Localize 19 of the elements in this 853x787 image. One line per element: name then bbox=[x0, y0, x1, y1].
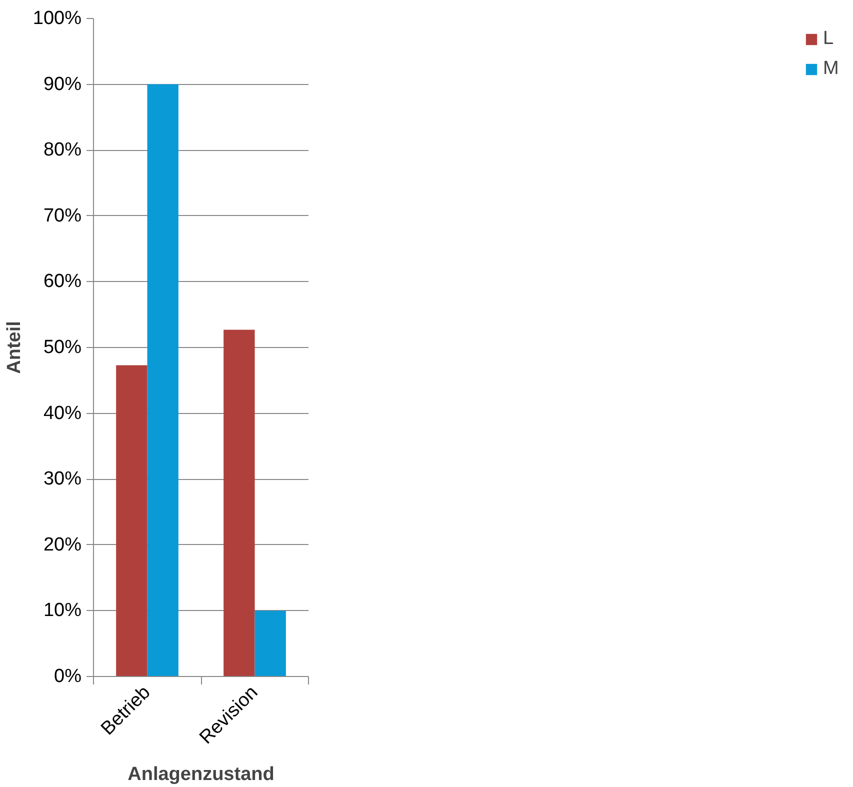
bar bbox=[116, 365, 148, 676]
y-tick-label: 40% bbox=[43, 402, 82, 424]
x-axis-title: Anlagenzustand bbox=[128, 764, 274, 785]
bar bbox=[224, 330, 255, 676]
y-tick-label: 100% bbox=[32, 8, 82, 29]
bar bbox=[147, 84, 178, 676]
y-tick-label: 10% bbox=[43, 600, 82, 622]
y-tick-label: 30% bbox=[43, 468, 82, 490]
y-tick-label: 70% bbox=[43, 205, 82, 226]
y-tick-label: 80% bbox=[43, 140, 82, 161]
legend-label: M bbox=[823, 58, 840, 80]
y-tick-label: 50% bbox=[43, 337, 82, 358]
legend-label: L bbox=[823, 28, 835, 50]
y-tick-label: 0% bbox=[54, 666, 82, 687]
y-tick-label: 20% bbox=[43, 534, 82, 556]
y-tick-label: 60% bbox=[43, 271, 82, 292]
y-axis-title: Anteil bbox=[4, 321, 25, 374]
bar bbox=[254, 610, 286, 676]
y-tick-label: 90% bbox=[43, 74, 82, 95]
